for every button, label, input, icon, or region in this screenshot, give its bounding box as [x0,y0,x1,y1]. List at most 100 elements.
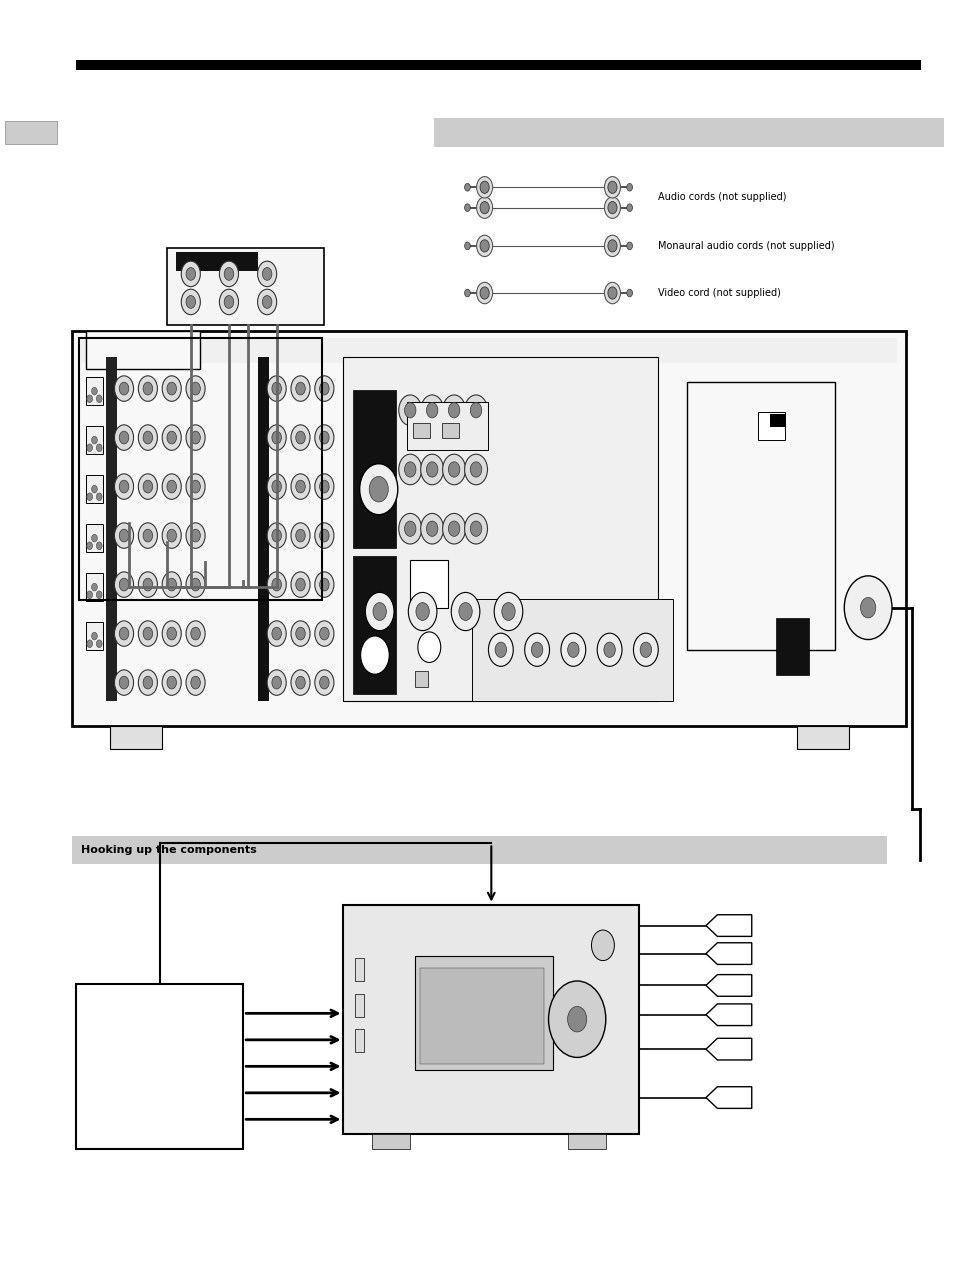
Bar [86,331,200,369]
Circle shape [191,627,200,640]
Bar [86,573,103,601]
Circle shape [495,642,506,657]
Circle shape [607,287,617,299]
Circle shape [442,455,465,485]
Circle shape [219,289,238,315]
Bar [79,338,322,600]
Circle shape [607,201,617,214]
Circle shape [295,480,305,493]
Circle shape [448,462,459,478]
Circle shape [291,670,310,696]
Bar [257,357,269,701]
Circle shape [295,431,305,443]
Circle shape [404,403,416,418]
Circle shape [186,424,205,450]
Bar [76,984,243,1149]
Circle shape [267,376,286,401]
Circle shape [524,633,549,666]
Circle shape [567,642,578,657]
Circle shape [162,620,181,646]
Bar [567,1134,605,1149]
Circle shape [470,521,481,536]
Circle shape [91,436,97,443]
Circle shape [359,464,397,515]
Circle shape [272,480,281,493]
Circle shape [464,513,487,544]
Circle shape [464,183,470,191]
Circle shape [167,627,176,640]
Circle shape [262,296,272,308]
Circle shape [119,627,129,640]
Circle shape [96,493,102,501]
Circle shape [464,289,470,297]
Polygon shape [705,975,751,996]
Polygon shape [705,943,751,964]
Circle shape [464,455,487,485]
Bar [353,390,395,549]
Circle shape [143,480,152,493]
Circle shape [167,676,176,689]
Circle shape [143,382,152,395]
Bar [176,252,257,271]
Circle shape [373,603,386,620]
Circle shape [479,201,489,214]
Circle shape [138,474,157,499]
Bar [81,338,896,363]
Circle shape [604,197,619,218]
Circle shape [603,642,615,657]
Bar [796,726,848,749]
Circle shape [314,620,334,646]
Circle shape [186,670,205,696]
Bar [5,121,57,144]
Circle shape [591,930,614,961]
Bar [758,412,784,440]
Circle shape [314,424,334,450]
Circle shape [91,583,97,591]
Circle shape [597,633,621,666]
Circle shape [470,462,481,478]
Bar [441,423,458,438]
Circle shape [162,522,181,548]
Circle shape [426,462,437,478]
Circle shape [319,676,329,689]
Circle shape [267,424,286,450]
Circle shape [272,676,281,689]
Circle shape [162,424,181,450]
Circle shape [567,1006,586,1032]
Circle shape [114,620,133,646]
Bar [413,423,430,438]
Text: Monaural audio cords (not supplied): Monaural audio cords (not supplied) [658,241,834,251]
Circle shape [319,627,329,640]
Circle shape [843,576,891,640]
Bar [415,956,553,1070]
Circle shape [119,480,129,493]
Circle shape [119,431,129,443]
Circle shape [314,474,334,499]
Circle shape [91,387,97,395]
Circle shape [488,633,513,666]
Circle shape [272,529,281,541]
Circle shape [426,521,437,536]
Circle shape [442,395,465,426]
Circle shape [167,529,176,541]
Circle shape [186,474,205,499]
Circle shape [91,534,97,541]
Bar [167,248,324,325]
Circle shape [295,676,305,689]
Circle shape [442,513,465,544]
Circle shape [186,620,205,646]
Circle shape [87,443,92,451]
Polygon shape [705,1087,751,1108]
Circle shape [365,592,394,631]
Circle shape [91,632,97,640]
Circle shape [114,572,133,598]
Circle shape [639,642,651,657]
Circle shape [417,632,440,662]
Circle shape [404,462,416,478]
Circle shape [464,395,487,426]
Circle shape [360,636,389,674]
Circle shape [476,177,492,197]
Bar [472,599,672,701]
Circle shape [476,236,492,256]
Circle shape [114,522,133,548]
